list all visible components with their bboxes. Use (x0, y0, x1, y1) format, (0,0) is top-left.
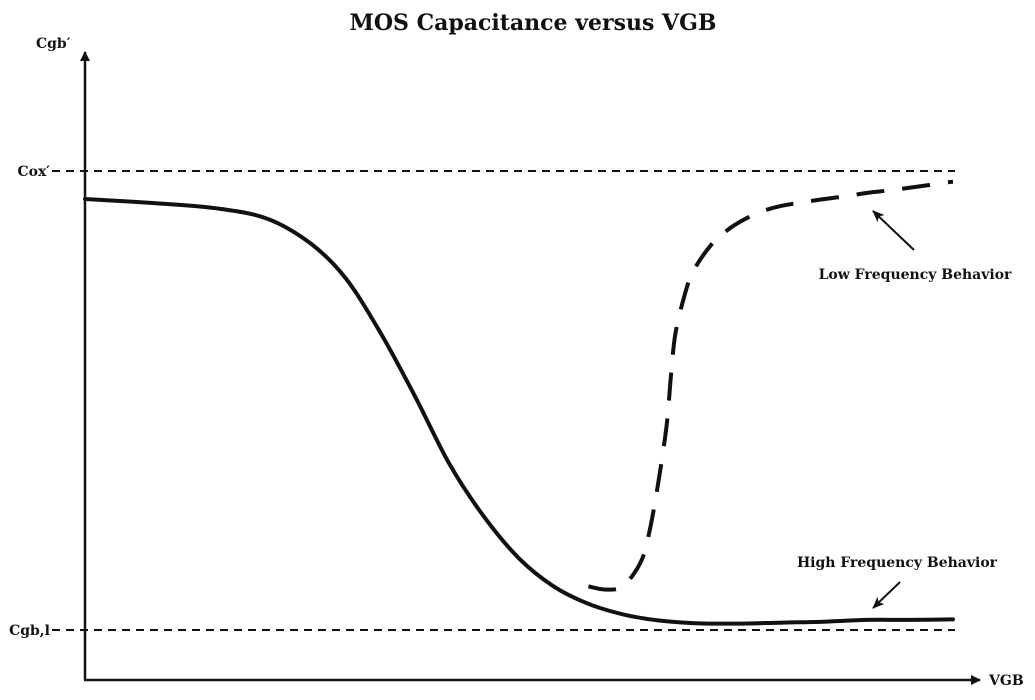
chart-title: MOS Capacitance versus VGB (350, 10, 717, 36)
y-axis-label: Cgb′ (36, 36, 71, 52)
reference-label-cox: Cox′ (17, 164, 50, 180)
high-frequency-curve (83, 197, 955, 626)
reference-label-cgbl: Cgb,l (9, 623, 50, 639)
high-frequency-arrow (872, 581, 901, 609)
low-frequency-curve (587, 179, 954, 592)
low-frequency-label: Low Frequency Behavior (819, 267, 1012, 283)
high-frequency-label: High Frequency Behavior (797, 555, 998, 571)
low-frequency-arrow (872, 210, 915, 251)
x-axis-label: VGB (988, 673, 1024, 689)
